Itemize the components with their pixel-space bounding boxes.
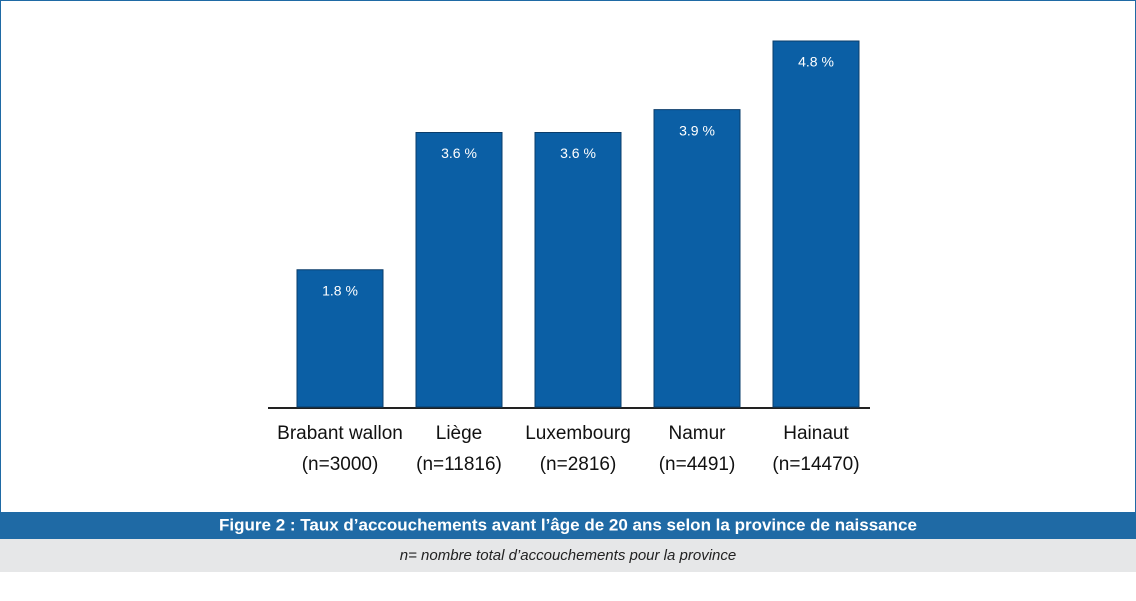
value-label: 3.6 %	[560, 145, 596, 161]
x-tick-label: Liège	[436, 423, 483, 444]
bar	[653, 109, 741, 408]
x-tick-count: (n=14470)	[772, 454, 859, 475]
bar	[772, 40, 860, 408]
x-tick-count: (n=11816)	[416, 454, 502, 475]
value-label: 3.6 %	[441, 145, 477, 161]
value-label: 1.8 %	[322, 282, 358, 298]
chart-subtitle: n= nombre total d’accouchements pour la …	[400, 547, 736, 564]
x-tick-label: Hainaut	[783, 423, 849, 444]
x-tick-label: Namur	[668, 423, 726, 444]
chart-title: Figure 2 : Taux d’accouchements avant l’…	[219, 515, 917, 534]
x-tick-count: (n=3000)	[302, 454, 379, 475]
value-label: 3.9 %	[679, 122, 715, 138]
x-tick-label: Brabant wallon	[277, 423, 403, 444]
value-label: 4.8 %	[798, 54, 834, 70]
subtitle-band	[0, 539, 1136, 572]
bar	[296, 269, 384, 408]
x-tick-count: (n=4491)	[659, 454, 736, 475]
bar	[415, 132, 503, 408]
bar	[534, 132, 622, 408]
title-band	[0, 512, 1136, 539]
x-tick-count: (n=2816)	[540, 454, 617, 475]
x-tick-label: Luxembourg	[525, 423, 631, 444]
